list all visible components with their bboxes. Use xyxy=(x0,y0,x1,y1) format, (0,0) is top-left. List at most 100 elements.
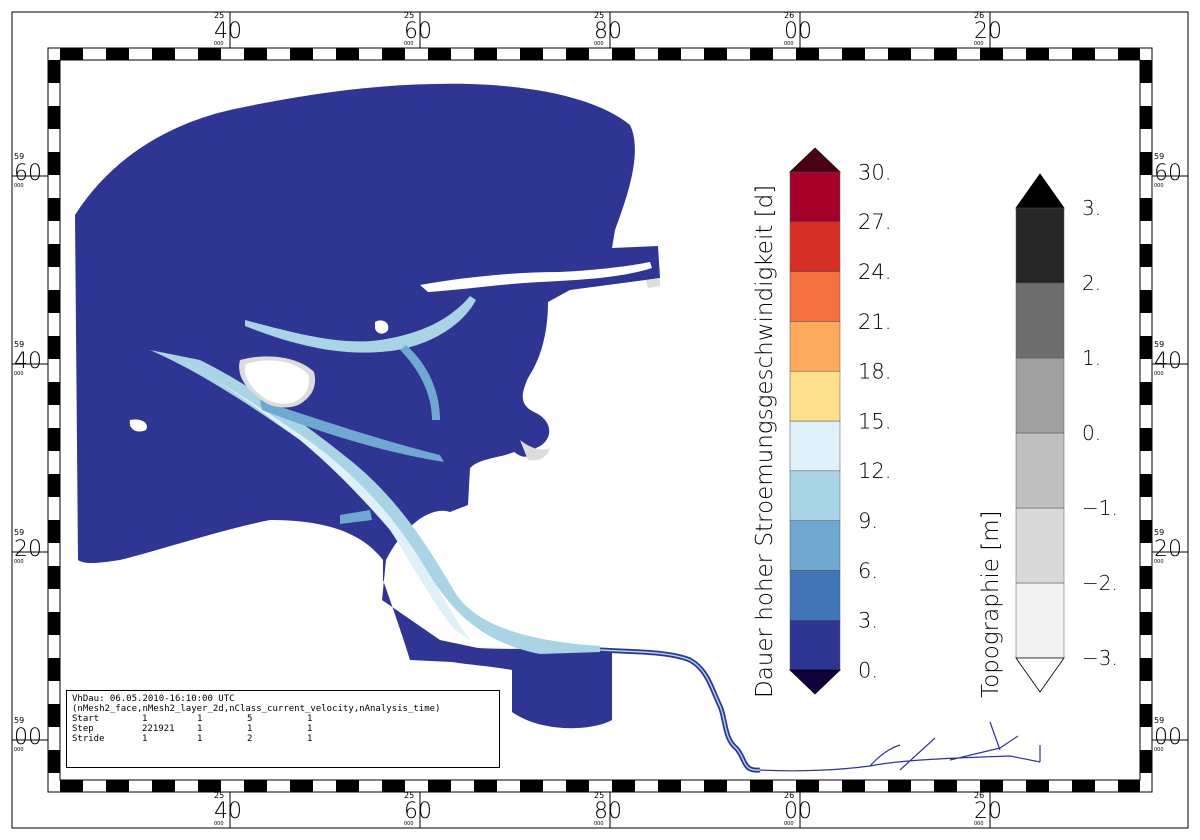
topography-colorbar-segment xyxy=(1015,282,1065,359)
x-tick-label: 40 xyxy=(214,799,242,824)
info-row-value: 5 xyxy=(247,714,253,724)
border-tick-right xyxy=(1140,382,1152,405)
tidal-flat-west xyxy=(129,419,147,432)
channel-branch-east xyxy=(400,345,440,420)
y-tick-label-sub: 000 xyxy=(14,183,24,189)
info-row-value: 1 xyxy=(142,734,148,744)
border-tick-bottom xyxy=(60,780,83,792)
velocity-colorbar-tick-label: 9. xyxy=(858,509,878,533)
velocity-colorbar-over-triangle xyxy=(789,147,841,173)
x-tick-label-sub: 000 xyxy=(214,821,224,827)
border-tick-right xyxy=(1140,566,1152,589)
border-tick-bottom xyxy=(980,780,1003,792)
topography-colorbar-segment xyxy=(1015,207,1065,284)
border-tick-top xyxy=(1026,48,1049,60)
x-tick-label-sup: 26 xyxy=(784,11,794,20)
x-tick-label-sup: 25 xyxy=(214,791,224,800)
y-tick-label-sup: 59 xyxy=(1154,716,1164,725)
velocity-colorbar-segment xyxy=(789,619,841,671)
topography-colorbar: −3. −2. −1. 0. 1. 2. 3. xyxy=(1015,173,1118,693)
border-tick-bottom xyxy=(382,780,405,792)
estuary-map xyxy=(75,83,1041,773)
velocity-colorbar: 0. 3. 6. 9. 12. 15. 18. 21. 24. 27. 30. xyxy=(789,147,891,695)
border-tick-bottom xyxy=(336,780,359,792)
border-tick-top xyxy=(704,48,727,60)
x-tick-label: 20 xyxy=(974,19,1002,44)
border-tick-top xyxy=(336,48,359,60)
x-tick-label-sup: 25 xyxy=(594,11,604,20)
border-tick-left xyxy=(48,750,60,773)
border-tick-right xyxy=(1140,520,1152,543)
y-tick-label-sup: 59 xyxy=(14,528,24,537)
x-tick-label-sub: 000 xyxy=(404,41,414,47)
velocity-colorbar-tick-label: 15. xyxy=(858,409,891,433)
border-tick-top xyxy=(198,48,221,60)
topography-colorbar-tick-label: 3. xyxy=(1082,196,1101,220)
border-tick-bottom xyxy=(106,780,129,792)
info-box: VhDau: 06.05.2010-16:10:00 UTC (nMesh2_f… xyxy=(66,690,500,768)
y-tick-label-sub: 000 xyxy=(14,559,24,565)
y-tick-label: 00 xyxy=(14,725,42,750)
island-west-inner xyxy=(244,360,310,404)
border-tick-bottom xyxy=(244,780,267,792)
border-tick-bottom xyxy=(658,780,681,792)
info-dims: (nMesh2_face,nMesh2_layer_2d,nClass_curr… xyxy=(72,704,441,714)
y-tick-label: 20 xyxy=(14,537,42,562)
y-tick-label: 00 xyxy=(1154,725,1182,750)
harbour-basin xyxy=(340,510,372,524)
velocity-colorbar-tick-label: 18. xyxy=(858,360,891,384)
border-tick-top xyxy=(842,48,865,60)
x-tick-label-sub: 000 xyxy=(214,41,224,47)
x-tick-label-sup: 26 xyxy=(784,791,794,800)
water-area xyxy=(75,83,660,729)
border-tick-right xyxy=(1140,704,1152,727)
border-tick-left xyxy=(48,60,60,83)
border-tick-top xyxy=(1118,48,1140,60)
x-tick-label-sup: 26 xyxy=(974,791,984,800)
border-tick-right xyxy=(1140,106,1152,129)
info-row-value: 2 xyxy=(247,734,253,744)
border-tick-bottom xyxy=(934,780,957,792)
border-tick-right xyxy=(1140,152,1152,175)
border-tick-top xyxy=(888,48,911,60)
border-tick-bottom xyxy=(612,780,635,792)
topography-colorbar-tick-label: 1. xyxy=(1082,346,1101,370)
x-tick-label: 60 xyxy=(404,19,432,44)
topography-colorbar-tick-label: 0. xyxy=(1082,421,1101,445)
border-tick-left xyxy=(48,658,60,681)
y-tick-label: 60 xyxy=(14,161,42,186)
border-tick-left xyxy=(48,152,60,175)
border-tick-top xyxy=(612,48,635,60)
shore-east xyxy=(520,440,550,461)
border-tick-bottom xyxy=(566,780,589,792)
y-tick-label-sub: 000 xyxy=(1154,183,1164,189)
border-tick-top xyxy=(750,48,773,60)
velocity-colorbar-segment xyxy=(789,520,841,571)
velocity-colorbar-segment xyxy=(789,470,841,521)
border-tick-bottom xyxy=(198,780,221,792)
info-row-value: 1 xyxy=(307,734,313,744)
river-channel-inner xyxy=(599,649,761,771)
topography-colorbar-segment xyxy=(1015,432,1065,509)
border-tick-top xyxy=(566,48,589,60)
x-tick-label-sup: 26 xyxy=(974,11,984,20)
border-tick-right xyxy=(1140,428,1152,451)
info-row-start: Start 1 1 5 1 xyxy=(72,714,494,724)
border-tick-top xyxy=(428,48,451,60)
topography-colorbar-segment xyxy=(1015,582,1065,659)
y-tick-label-sup: 59 xyxy=(14,340,24,349)
border-tick-bottom xyxy=(1072,780,1095,792)
border-tick-top xyxy=(658,48,681,60)
info-row-value: 1 xyxy=(142,714,148,724)
x-tick-label-sup: 25 xyxy=(594,791,604,800)
x-tick-label: 20 xyxy=(974,799,1002,824)
x-tick-label-sub: 000 xyxy=(974,41,984,47)
channel-branch-mid xyxy=(260,400,444,462)
checkered-border xyxy=(48,48,1152,792)
border-tick-bottom xyxy=(842,780,865,792)
y-tick-label: 60 xyxy=(1154,161,1182,186)
info-row-value: 1 xyxy=(197,714,203,724)
topography-colorbar-over-triangle xyxy=(1015,173,1065,209)
